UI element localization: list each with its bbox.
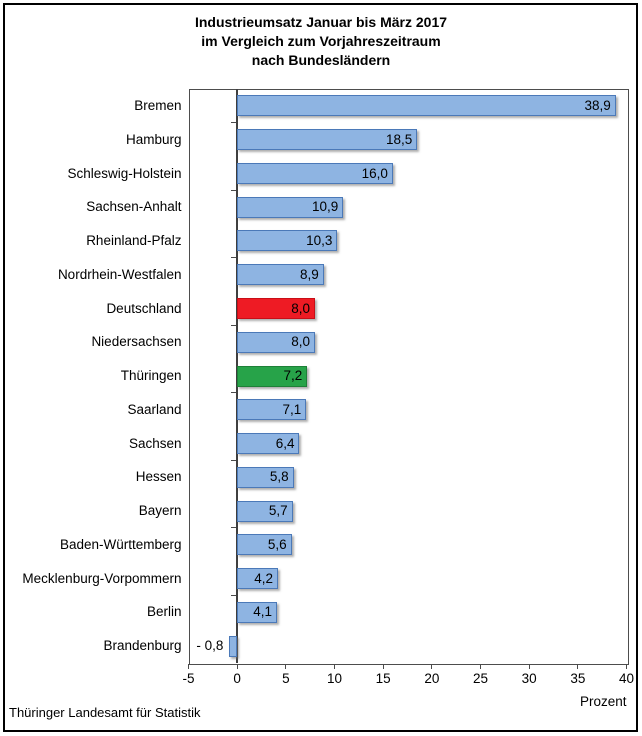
bar-bayern	[237, 500, 293, 522]
value-label: 8,0	[291, 300, 311, 316]
bar-sachsen-anhalt	[237, 196, 344, 218]
y-tick	[231, 122, 237, 124]
axis-unit-label: Prozent	[579, 694, 627, 709]
x-tick	[285, 664, 287, 669]
title-line-2: im Vergleich zum Vorjahreszeitraum	[201, 33, 441, 49]
x-tick	[431, 664, 433, 669]
x-tick-label: 10	[326, 671, 343, 686]
y-tick	[231, 459, 237, 461]
bar-deutschland	[237, 297, 316, 319]
plot-area	[188, 89, 629, 665]
value-label: 7,1	[282, 401, 302, 417]
x-tick-label: 5	[282, 671, 290, 686]
x-tick-label: 15	[375, 671, 391, 686]
title-line-3: nach Bundesländern	[251, 52, 391, 68]
value-label: 7,2	[283, 368, 303, 384]
value-label: 5,6	[267, 536, 287, 552]
x-tick-label: 40	[618, 671, 635, 686]
y-tick	[231, 324, 237, 326]
x-tick-label: 0	[233, 671, 241, 686]
category-label: Mecklenburg-Vorpommern	[22, 570, 182, 586]
value-label: 8,9	[300, 266, 319, 282]
value-label: 10,3	[306, 233, 333, 249]
value-label: 4,2	[254, 570, 274, 586]
page-title: Industrieumsatz Januar bis März 2017 im …	[0, 13, 642, 70]
bar-th-ringen	[237, 365, 308, 387]
bar-berlin	[237, 601, 278, 623]
category-label: Niedersachsen	[91, 334, 182, 350]
value-label: 5,8	[269, 469, 289, 485]
y-tick	[231, 527, 237, 529]
category-label: Brandenburg	[103, 638, 182, 654]
bar-hamburg	[237, 129, 418, 151]
bar-brandenburg	[229, 635, 238, 657]
value-label: 4,1	[253, 604, 273, 620]
bar-baden-w-rttemberg	[237, 534, 292, 556]
x-tick	[480, 664, 481, 669]
category-label: Sachsen	[128, 435, 182, 451]
x-tick-label: 25	[472, 671, 489, 686]
bar-hessen	[237, 466, 294, 488]
value-label: - 0,8	[196, 638, 224, 654]
y-tick	[231, 392, 237, 394]
category-label: Sachsen-Anhalt	[86, 199, 182, 215]
x-tick-label: 30	[521, 671, 537, 686]
bar-bremen	[237, 95, 616, 117]
category-label: Nordrhein-Westfalen	[57, 266, 182, 282]
category-label: Bremen	[134, 98, 182, 113]
category-label: Schleswig-Holstein	[67, 165, 182, 181]
category-label: Saarland	[127, 401, 182, 417]
x-tick	[528, 664, 530, 669]
value-label: 18,5	[385, 131, 413, 147]
bar-sachsen	[237, 433, 300, 455]
x-tick-label: -5	[182, 671, 195, 686]
x-tick	[334, 664, 335, 669]
value-label: 6,4	[275, 435, 295, 451]
value-label: 5,7	[268, 503, 288, 519]
value-label: 38,9	[584, 98, 611, 113]
x-tick	[626, 664, 627, 669]
x-tick	[188, 664, 189, 669]
y-tick	[231, 257, 237, 259]
value-label: 8,0	[291, 334, 311, 350]
category-label: Baden-Württemberg	[59, 536, 182, 552]
y-tick	[231, 189, 237, 191]
x-tick	[382, 664, 384, 669]
category-label: Thüringen	[120, 368, 182, 384]
x-tick-label: 35	[570, 671, 586, 686]
x-tick	[236, 664, 238, 669]
category-label: Berlin	[146, 604, 182, 620]
bar-nordrhein-westfalen	[237, 264, 324, 286]
bar-saarland	[237, 399, 307, 421]
x-tick-label: 20	[424, 671, 440, 686]
bar-mecklenburg-vorpommern	[237, 568, 279, 590]
title-line-1: Industrieumsatz Januar bis März 2017	[194, 14, 448, 30]
y-tick	[231, 594, 237, 596]
value-label: 16,0	[361, 165, 388, 181]
category-label: Hamburg	[125, 131, 182, 147]
x-tick	[577, 664, 579, 669]
bar-niedersachsen	[237, 331, 316, 353]
source-caption: Thüringer Landesamt für Statistik	[9, 705, 201, 720]
category-label: Rheinland-Pfalz	[86, 233, 182, 249]
bar-schleswig-holstein	[237, 162, 393, 184]
value-label: 10,9	[311, 199, 339, 215]
category-label: Bayern	[138, 503, 182, 519]
bar-rheinland-pfalz	[237, 230, 338, 252]
category-label: Hessen	[135, 469, 182, 485]
category-label: Deutschland	[106, 300, 182, 316]
